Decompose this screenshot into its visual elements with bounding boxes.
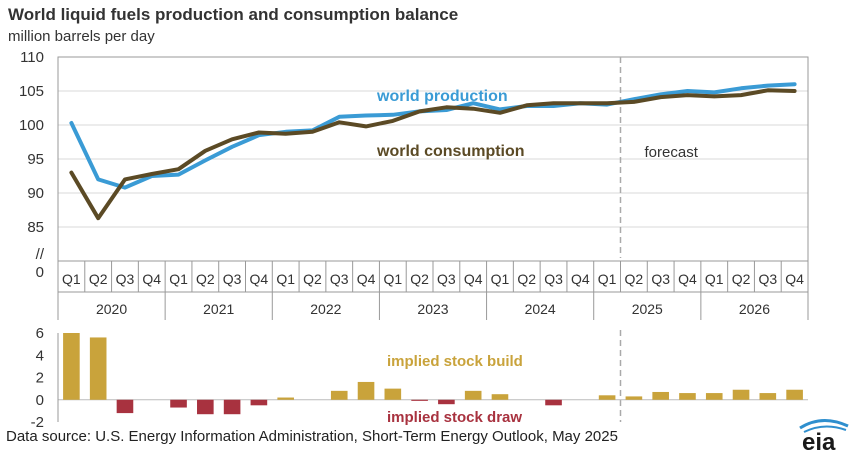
year-label: 2026 (739, 301, 770, 317)
top-y-tick-label: 0 (36, 264, 44, 281)
top-y-tick-label: 100 (19, 117, 44, 134)
bottom-y-tick-label: 4 (36, 347, 44, 364)
stock-build-bar (786, 389, 803, 400)
x-axis: Q1 Q2 Q3 Q4 Q1 Q2 Q3 Q4 Q1 Q2 Q3 Q4 Q1 Q2 Q3 Q4 Q1 Q2 Q3 Q4… (57, 261, 809, 320)
stock-build-bar (330, 390, 348, 400)
top-y-tick-label: 90 (27, 185, 44, 202)
quarter-label: Q4 (250, 271, 269, 287)
stock-build-bar (464, 390, 482, 400)
top-y-tick-label: 105 (19, 83, 44, 100)
quarter-label: Q2 (89, 271, 108, 287)
quarter-label: Q2 (303, 271, 322, 287)
top-y-tick-label: // (36, 246, 45, 263)
quarter-label: Q2 (410, 271, 429, 287)
bottom-y-tick-label: 0 (36, 392, 44, 409)
stock-draw-bar (170, 399, 187, 408)
year-label: 2022 (310, 301, 341, 317)
forecast-label: forecast (645, 144, 699, 161)
bottom-y-tick-label: -2 (31, 414, 44, 431)
bar-labels: implied stock build implied stock draw (387, 353, 523, 426)
stock-build-bar (732, 389, 750, 400)
quarter-label: Q2 (196, 271, 215, 287)
stock-build-bar (491, 394, 509, 400)
quarter-label: Q3 (544, 271, 563, 287)
stock-build-bar (625, 396, 643, 400)
quarter-label: Q4 (464, 271, 483, 287)
quarter-label: Q4 (571, 271, 590, 287)
quarter-label: Q3 (116, 271, 135, 287)
chart-subtitle: million barrels per day (8, 28, 155, 45)
eia-logo-icon: eia (799, 419, 849, 454)
bottom-y-tick-label: 2 (36, 370, 44, 387)
quarter-label: Q2 (732, 271, 751, 287)
year-label: 2020 (96, 301, 127, 317)
chart-title: World liquid fuels production and consum… (8, 5, 459, 24)
stock-draw-label: implied stock draw (387, 409, 522, 426)
top-y-tick-label: 85 (27, 219, 44, 236)
stock-build-bar (277, 397, 294, 400)
stock-build-bar (63, 333, 80, 400)
year-label: 2025 (632, 301, 663, 317)
stock-build-bar (679, 393, 696, 400)
quarter-label: Q3 (437, 271, 456, 287)
quarter-label: Q2 (517, 271, 536, 287)
quarter-label: Q3 (758, 271, 777, 287)
top-y-tick-label: 110 (20, 49, 44, 66)
stock-draw-bar (223, 399, 241, 415)
stock-build-bar (705, 393, 723, 400)
top-y-axis-ticks: 110 105 100 95 90 85 //0 (19, 49, 45, 281)
stock-draw-bar (438, 399, 455, 405)
quarter-label: Q3 (330, 271, 349, 287)
top-y-tick-label: 95 (27, 151, 44, 168)
quarter-label: Q1 (276, 271, 295, 287)
stock-draw-bar (250, 399, 268, 406)
quarter-label: Q3 (223, 271, 242, 287)
quarter-label: Q1 (491, 271, 510, 287)
year-label: 2023 (417, 301, 448, 317)
stock-draw-bar (545, 399, 562, 406)
quarter-label: Q2 (625, 271, 644, 287)
quarter-label: Q1 (169, 271, 188, 287)
consumption-series-label: world consumption (376, 143, 525, 160)
eia-logo-text: eia (802, 429, 836, 454)
stock-build-bar (384, 388, 402, 400)
stock-build-bar (598, 395, 616, 400)
quarter-label: Q4 (785, 271, 804, 287)
stock-build-label: implied stock build (387, 353, 523, 370)
series-labels: world production world consumption (376, 88, 525, 160)
series-lines (69, 82, 797, 221)
year-label: 2021 (203, 301, 234, 317)
production-series-label: world production (376, 88, 508, 105)
quarter-label: Q4 (678, 271, 697, 287)
bottom-y-axis-ticks: 6 4 2 0 -2 (31, 325, 44, 431)
stock-draw-bar (116, 399, 134, 414)
quarter-label: Q1 (383, 271, 402, 287)
stock-bars (63, 333, 803, 415)
data-source-note: Data source: U.S. Energy Information Adm… (6, 428, 618, 445)
stock-draw-bar (197, 399, 214, 415)
quarter-label: Q4 (142, 271, 161, 287)
stock-build-bar (759, 393, 777, 400)
quarter-label: Q1 (62, 271, 81, 287)
year-label: 2024 (525, 301, 556, 317)
quarter-label: Q4 (357, 271, 376, 287)
stock-build-bar (652, 391, 669, 400)
stock-build-bar (89, 337, 107, 400)
forecast-divider: forecast (619, 57, 699, 422)
quarter-label: Q3 (651, 271, 670, 287)
consumption-line (69, 88, 797, 221)
quarter-label: Q1 (705, 271, 724, 287)
stock-build-bar (357, 381, 375, 400)
quarter-label: Q1 (598, 271, 617, 287)
stock-draw-bar (411, 399, 428, 401)
bottom-y-tick-label: 6 (36, 325, 44, 342)
